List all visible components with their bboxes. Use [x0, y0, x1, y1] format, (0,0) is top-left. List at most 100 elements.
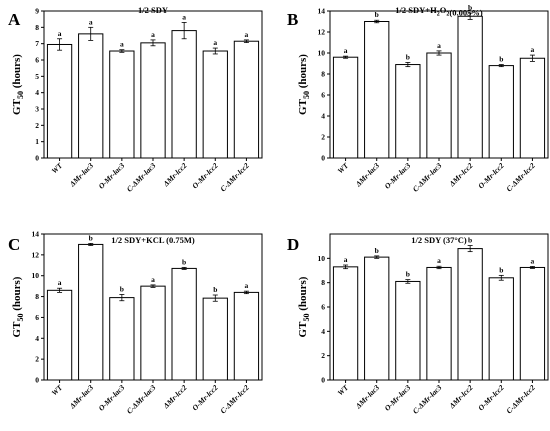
- bar: [519, 57, 546, 159]
- bar: [109, 50, 135, 159]
- bar: [233, 40, 260, 159]
- bar: [364, 21, 390, 159]
- bar: [171, 30, 197, 159]
- bar: [332, 56, 359, 159]
- y-tick-label: 0: [35, 154, 39, 163]
- y-tick-label: 2: [35, 355, 39, 364]
- x-tick-label: WT: [50, 161, 65, 176]
- significance-label: b: [499, 55, 503, 64]
- bar: [395, 64, 421, 159]
- panel-title: 1/2 SDY (37°C): [411, 235, 467, 245]
- bar: [46, 289, 73, 381]
- x-tick-label: O-Mr-lac3: [383, 161, 413, 191]
- bar: [202, 297, 228, 381]
- y-tick-label: 4: [321, 112, 325, 121]
- significance-label: b: [468, 236, 472, 245]
- x-tick-label: C-ΔMr-lac3: [125, 383, 158, 416]
- y-tick-label: 6: [321, 303, 325, 312]
- bar: [140, 42, 166, 159]
- bar: [46, 43, 73, 159]
- y-tick-label: 14: [32, 230, 40, 239]
- significance-label: b: [406, 270, 410, 279]
- bar: [109, 297, 135, 381]
- y-tick-label: 0: [321, 154, 325, 163]
- panel-C: C 1/2 SDY+KCL (0.75M) 0 2 4 6 8 10 12 14 GT50 (hou…: [8, 230, 263, 416]
- significance-label: a: [58, 278, 62, 287]
- y-tick-label: 5: [35, 72, 39, 81]
- significance-label: a: [245, 30, 249, 39]
- significance-label: b: [182, 257, 186, 266]
- x-tick-label: WT: [336, 383, 351, 398]
- significance-label: a: [437, 41, 441, 50]
- significance-label: b: [499, 265, 503, 274]
- x-tick-label: O-Mr-lac3: [97, 383, 127, 413]
- panel-B: B 1/2 SDY+H2O2(0.005%) 0 2 4 6 8 10 12 14 GT50 (ho…: [287, 3, 549, 194]
- x-tick-label: O-Mr-lac3: [383, 383, 413, 413]
- y-tick-label: 8: [35, 292, 39, 301]
- y-tick-label: 12: [318, 28, 326, 37]
- bar: [202, 50, 228, 159]
- y-tick-label: 6: [35, 313, 39, 322]
- y-tick-label: 6: [35, 56, 39, 65]
- panel-title: 1/2 SDY+KCL (0.75M): [111, 235, 195, 245]
- significance-label: a: [120, 40, 124, 49]
- x-tick-label: WT: [336, 161, 351, 176]
- y-tick-label: 10: [318, 49, 326, 58]
- significance-label: a: [89, 17, 93, 26]
- bar: [78, 33, 104, 159]
- bar: [364, 256, 390, 381]
- bar: [332, 266, 359, 381]
- significance-label: a: [182, 12, 186, 21]
- y-tick-label: 10: [318, 254, 326, 263]
- x-tick-label: C-ΔMr-lcc2: [218, 161, 251, 194]
- y-tick-label: 4: [35, 88, 39, 97]
- bar: [457, 248, 483, 381]
- y-tick-label: 8: [321, 70, 325, 79]
- y-tick-label: 2: [321, 351, 325, 360]
- panel-D: D 1/2 SDY (37°C) 0 2 4 6 8 10 GT50 (hours) a WT b ΔM…: [287, 233, 549, 416]
- significance-label: b: [406, 52, 410, 61]
- significance-label: a: [245, 281, 249, 290]
- panel-letter: A: [8, 10, 21, 29]
- panel-letter: B: [287, 10, 298, 29]
- x-tick-label: O-Mr-lcc2: [476, 161, 506, 191]
- significance-label: a: [151, 275, 155, 284]
- significance-label: a: [151, 30, 155, 39]
- x-tick-label: C-ΔMr-lac3: [125, 161, 158, 194]
- bar: [171, 267, 197, 381]
- y-tick-label: 2: [321, 133, 325, 142]
- y-axis-label: GT50 (hours): [297, 276, 311, 337]
- y-axis-label: GT50 (hours): [297, 54, 311, 115]
- x-tick-label: ΔMr-lcc2: [447, 383, 475, 411]
- significance-label: a: [58, 29, 62, 38]
- y-tick-label: 14: [318, 7, 326, 16]
- bar: [233, 291, 260, 381]
- significance-label: b: [468, 3, 472, 12]
- bar: [140, 285, 166, 381]
- y-axis-label: GT50 (hours): [11, 54, 25, 115]
- y-tick-label: 8: [321, 278, 325, 287]
- bar: [78, 243, 104, 381]
- bar: [488, 277, 514, 381]
- y-tick-label: 8: [35, 23, 39, 32]
- significance-label: a: [531, 256, 535, 265]
- y-tick-label: 0: [35, 376, 39, 385]
- significance-label: a: [344, 255, 348, 264]
- y-tick-label: 4: [35, 334, 39, 343]
- bar: [519, 266, 546, 381]
- panel-A: A 1/2 SDY 0 1 2 3 4 5 6 7 8 9 GT50 (hours) a WT a ΔMr-la…: [8, 5, 263, 194]
- x-tick-label: ΔMr-lac3: [353, 383, 381, 411]
- x-tick-label: ΔMr-lac3: [67, 161, 95, 189]
- y-tick-label: 3: [35, 105, 39, 114]
- x-tick-label: C-ΔMr-lcc2: [504, 161, 537, 194]
- y-tick-label: 2: [35, 121, 39, 130]
- significance-label: a: [213, 38, 217, 47]
- x-tick-label: C-ΔMr-lac3: [411, 161, 444, 194]
- significance-label: a: [437, 256, 441, 265]
- y-tick-label: 1: [35, 137, 39, 146]
- bar: [457, 15, 483, 159]
- bar: [488, 65, 514, 159]
- x-tick-label: ΔMr-lac3: [353, 161, 381, 189]
- significance-label: b: [120, 284, 124, 293]
